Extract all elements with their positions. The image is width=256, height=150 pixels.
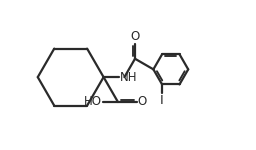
Text: O: O [138,95,147,108]
Text: I: I [160,94,164,107]
Text: HO: HO [84,95,102,108]
Text: O: O [130,30,140,43]
Text: NH: NH [120,71,137,84]
